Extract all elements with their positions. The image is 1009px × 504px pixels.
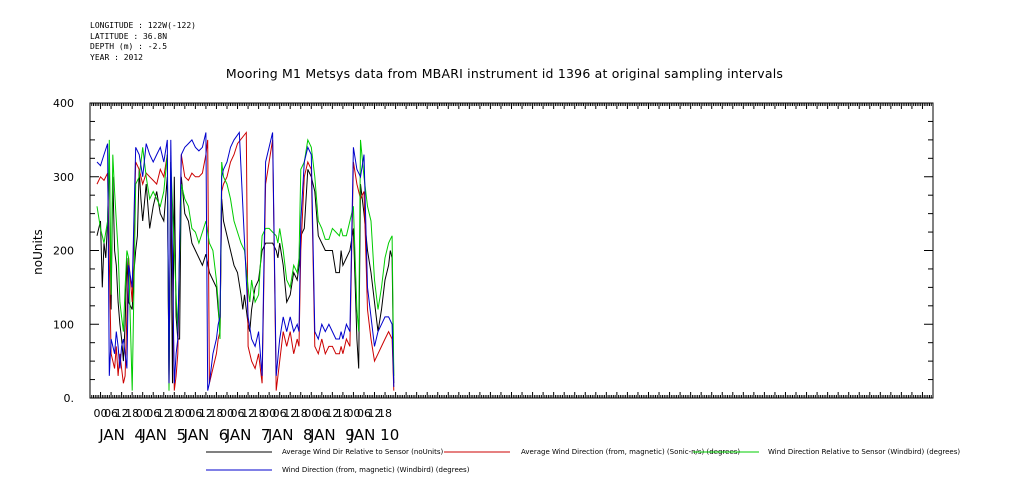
meta-depth: DEPTH (m) : -2.5 [90,42,168,51]
y-tick-label-3: 300 [53,171,74,184]
x-tick-label-12: 00 [220,407,234,420]
day-label-6: JAN 10 [349,426,400,444]
x-tick-label-20: 00 [304,407,318,420]
metadata-block: LONGITUDE : 122W(-122) LATITUDE : 36.8N … [90,21,196,63]
x-tick-label-1: 06 [104,407,118,420]
x-tick-label-17: 06 [273,407,287,420]
x-tick-label-15: 18 [252,407,266,420]
x-tick-label-23: 18 [336,407,350,420]
y-tick-label-4: 400 [53,97,74,110]
series-layer [96,131,395,391]
series-line-0 [96,154,395,384]
y-tick-label-0: 0. [64,392,75,405]
day-label-3: JAN 7 [225,426,271,444]
axes: 0006121800061218000612180006121800061218… [53,97,934,444]
x-tick-label-13: 06 [231,407,245,420]
x-tick-label-2: 12 [115,407,129,420]
x-tick-label-11: 18 [209,407,223,420]
x-tick-label-21: 06 [315,407,329,420]
legend: Average Wind Dir Relative to Sensor (noU… [206,448,960,474]
x-tick-label-22: 12 [325,407,339,420]
x-tick-label-18: 12 [283,407,297,420]
x-tick-label-10: 12 [199,407,213,420]
x-tick-label-9: 06 [188,407,202,420]
x-tick-label-26: 12 [368,407,382,420]
day-label-4: JAN 8 [267,426,313,444]
day-label-2: JAN 6 [183,426,229,444]
y-axis-label: noUnits [31,229,45,275]
x-tick-label-19: 18 [294,407,308,420]
x-tick-label-6: 12 [157,407,171,420]
day-label-0: JAN 4 [98,426,144,444]
x-tick-label-14: 12 [241,407,255,420]
x-tick-label-5: 06 [146,407,160,420]
legend-label-0: Average Wind Dir Relative to Sensor (noU… [282,448,443,456]
x-tick-label-25: 06 [357,407,371,420]
x-tick-label-27: 18 [378,407,392,420]
x-tick-label-4: 00 [136,407,150,420]
x-tick-label-3: 18 [125,407,139,420]
day-label-5: JAN 9 [309,426,355,444]
x-tick-label-7: 18 [167,407,181,420]
chart-title: Mooring M1 Metsys data from MBARI instru… [225,66,784,81]
x-tick-label-0: 00 [94,407,108,420]
day-label-1: JAN 5 [140,426,186,444]
y-tick-label-2: 200 [53,245,74,258]
series-line-2 [96,138,395,391]
series-line-3 [96,131,395,391]
meta-latitude: LATITUDE : 36.8N [90,31,168,41]
legend-label-1: Average Wind Direction (from, magnetic) … [521,448,740,456]
y-tick-label-1: 100 [53,318,74,331]
x-tick-label-8: 00 [178,407,192,420]
legend-label-3: Wind Direction (from, magnetic) (Windbir… [282,466,470,474]
meta-year: YEAR : 2012 [90,52,143,62]
x-tick-label-24: 00 [346,407,360,420]
x-tick-label-16: 00 [262,407,276,420]
series-line-1 [96,131,395,391]
meta-longitude: LONGITUDE : 122W(-122) [90,21,196,30]
legend-label-2: Wind Direction Relative to Sensor (Windb… [768,448,960,456]
